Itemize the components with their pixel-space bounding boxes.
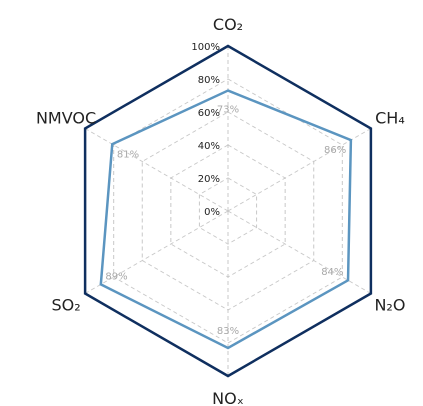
value-label-so2: 89% xyxy=(105,271,127,282)
r-tick-label: 40% xyxy=(198,141,220,152)
value-label-ch4: 86% xyxy=(324,145,346,156)
axis-label-so2: SO₂ xyxy=(51,296,80,315)
value-label-nox: 83% xyxy=(217,326,239,337)
tick-label-layer: 0% 20% 40% 60% 80% 100% xyxy=(191,42,220,218)
value-label-nmvoc: 81% xyxy=(117,149,139,160)
axis-label-n2o: N₂O xyxy=(374,296,405,315)
grid-ring-80 xyxy=(113,78,343,344)
r-tick-label: 100% xyxy=(191,42,220,53)
grid-ring-20 xyxy=(198,177,258,245)
grid-layer xyxy=(84,46,372,376)
value-label-co2: 73% xyxy=(217,105,239,116)
r-tick-label: 60% xyxy=(198,108,220,119)
outer-ring-100 xyxy=(83,44,373,378)
axis-label-co2: CO₂ xyxy=(213,15,243,34)
r-tick-label: 20% xyxy=(198,174,220,185)
axis-label-ch4: CH₄ xyxy=(375,109,405,128)
axis-label-nmvoc: NMVOC xyxy=(36,109,96,128)
series-layer xyxy=(99,89,353,350)
outer-ring-layer xyxy=(83,44,373,378)
value-label-layer: 73% 86% 84% 83% 89% 81% xyxy=(105,105,346,337)
axis-label-layer: CO₂ CH₄ N₂O NOₓ SO₂ NMVOC xyxy=(36,15,405,406)
r-tick-label: 0% xyxy=(204,207,220,218)
value-label-n2o: 84% xyxy=(321,267,343,278)
r-tick-label: 80% xyxy=(198,75,220,86)
axis-label-nox: NOₓ xyxy=(212,389,244,406)
